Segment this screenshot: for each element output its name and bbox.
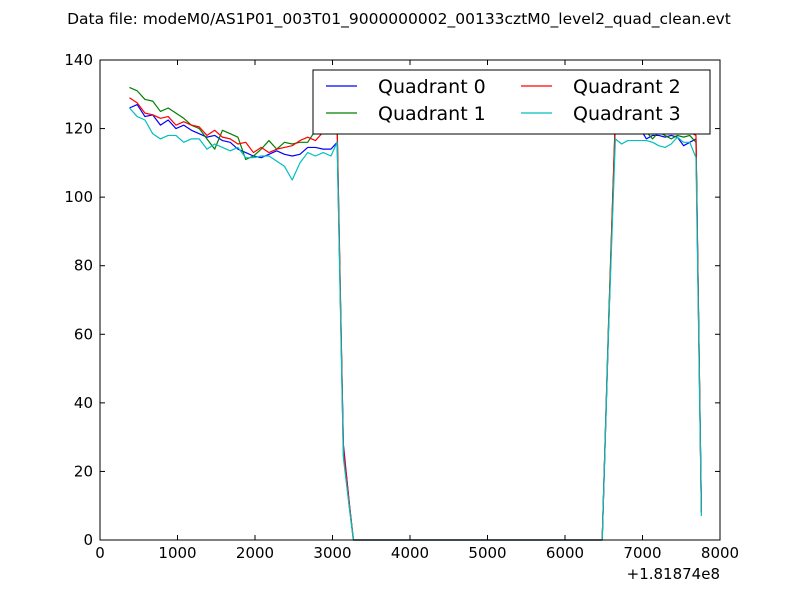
- legend-label-quadrant-3: Quadrant 3: [573, 103, 681, 125]
- plot-lines: [129, 86, 702, 541]
- y-tick-label: 120: [64, 120, 93, 138]
- y-tick-label: 60: [74, 325, 93, 343]
- y-tick-label: 40: [74, 394, 93, 412]
- legend-label-quadrant-2: Quadrant 2: [573, 76, 681, 98]
- x-tick-label: 2000: [236, 544, 274, 562]
- series-line-quadrant-3: [129, 107, 702, 541]
- axis-ticks: [99, 59, 721, 541]
- legend-frame: [312, 69, 711, 135]
- series-line-quadrant-1: [129, 86, 702, 541]
- y-tick-label: 100: [64, 188, 93, 206]
- series-line-quadrant-2: [129, 97, 702, 541]
- x-tick-label: 3000: [313, 544, 351, 562]
- legend-label-quadrant-0: Quadrant 0: [378, 76, 486, 98]
- x-tick-label: 6000: [546, 544, 584, 562]
- x-tick-label: 7000: [623, 544, 661, 562]
- chart-title: Data file: modeM0/AS1P01_003T01_90000000…: [67, 10, 731, 29]
- x-tick-label: 1000: [158, 544, 196, 562]
- y-tick-label: 80: [74, 257, 93, 275]
- y-tick-label: 0: [83, 531, 93, 549]
- series-line-quadrant-0: [129, 103, 702, 541]
- y-tick-labels: 0 20 40 60 80 100 120 140: [64, 51, 93, 549]
- x-tick-label: 4000: [391, 544, 429, 562]
- x-tick-label: 0: [95, 544, 105, 562]
- legend-label-quadrant-1: Quadrant 1: [378, 103, 486, 125]
- x-axis-offset-label: +1.81874e8: [627, 565, 720, 583]
- y-tick-label: 20: [74, 462, 93, 480]
- x-tick-label: 5000: [468, 544, 506, 562]
- x-tick-labels: 0 1000 2000 3000 4000 5000 6000 7000 8000: [95, 544, 739, 562]
- legend: Quadrant 0 Quadrant 1 Quadrant 2 Quadrant 3: [312, 69, 711, 135]
- y-tick-label: 140: [64, 51, 93, 69]
- x-tick-label: 8000: [701, 544, 739, 562]
